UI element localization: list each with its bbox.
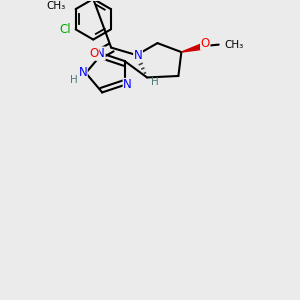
Text: H: H — [70, 76, 78, 85]
Text: O: O — [201, 37, 210, 50]
Text: Cl: Cl — [59, 23, 71, 36]
Text: N: N — [123, 78, 132, 92]
Text: N: N — [134, 49, 142, 62]
Text: H: H — [151, 77, 158, 87]
Text: N: N — [78, 67, 87, 80]
Text: CH₃: CH₃ — [46, 1, 65, 11]
Polygon shape — [182, 43, 205, 52]
Text: O: O — [89, 47, 99, 60]
Text: CH₃: CH₃ — [225, 40, 244, 50]
Text: N: N — [96, 47, 105, 60]
